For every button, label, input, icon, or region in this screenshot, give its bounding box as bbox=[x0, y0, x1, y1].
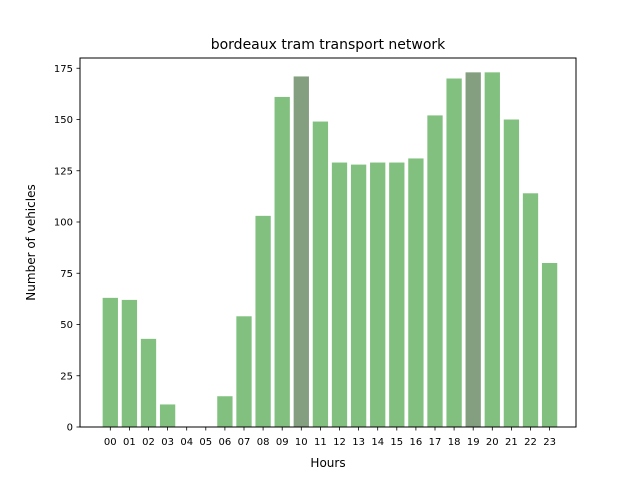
y-tick-label: 100 bbox=[54, 218, 73, 229]
bar-hour-20 bbox=[484, 72, 500, 427]
bar-hour-11 bbox=[312, 121, 329, 428]
bar-hour-14 bbox=[370, 162, 386, 428]
plot-frame bbox=[79, 57, 577, 428]
bar-hour-23 bbox=[541, 263, 558, 427]
y-tick-label: 0 bbox=[67, 423, 73, 434]
y-tick-label: 125 bbox=[54, 166, 73, 177]
x-tick-label: 23 bbox=[543, 437, 556, 448]
bar-hour-08 bbox=[255, 215, 271, 427]
x-tick-label: 13 bbox=[352, 437, 365, 448]
x-tick-label: 17 bbox=[429, 437, 442, 448]
x-tick-label: 08 bbox=[257, 437, 270, 448]
bar-hour-03 bbox=[159, 404, 176, 427]
x-tick-label: 07 bbox=[238, 437, 251, 448]
bar-hour-21 bbox=[503, 119, 520, 427]
x-tick-label: 20 bbox=[486, 437, 499, 448]
y-tick-label: 75 bbox=[60, 269, 73, 280]
x-axis: 00 01 02 03 04 05 06 07 08 09 10 11 12 13 14 15 16 17 18 19… bbox=[104, 427, 556, 448]
bar-hour-00 bbox=[102, 297, 118, 427]
x-tick-label: 22 bbox=[524, 437, 537, 448]
x-axis-label: Hours bbox=[310, 456, 345, 470]
x-tick-label: 11 bbox=[314, 437, 327, 448]
bar-hour-01 bbox=[121, 299, 138, 427]
x-tick-label: 01 bbox=[123, 437, 136, 448]
x-tick-label: 19 bbox=[467, 437, 480, 448]
x-tick-label: 04 bbox=[180, 437, 193, 448]
x-tick-label: 14 bbox=[371, 437, 384, 448]
y-tick-label: 150 bbox=[54, 115, 73, 126]
x-tick-label: 18 bbox=[448, 437, 461, 448]
y-tick-label: 50 bbox=[60, 320, 73, 331]
x-tick-label: 15 bbox=[390, 437, 403, 448]
chart-title: bordeaux tram transport network bbox=[211, 37, 446, 53]
y-tick-label: 175 bbox=[54, 64, 73, 75]
bar-hour-06 bbox=[217, 396, 233, 427]
bar-hour-09 bbox=[274, 96, 290, 427]
x-tick-label: 12 bbox=[333, 437, 346, 448]
bar-hour-13 bbox=[350, 164, 367, 427]
x-tick-label: 06 bbox=[219, 437, 232, 448]
x-tick-label: 05 bbox=[199, 437, 212, 448]
bar-hour-15 bbox=[389, 162, 405, 428]
bar-hour-02 bbox=[140, 338, 157, 427]
x-tick-label: 00 bbox=[104, 437, 117, 448]
bar-hour-16 bbox=[408, 158, 424, 427]
y-axis-label: Number of vehicles bbox=[24, 184, 38, 300]
bar-hour-12 bbox=[331, 162, 348, 428]
x-tick-label: 02 bbox=[142, 437, 155, 448]
bar-hour-10 bbox=[293, 76, 309, 427]
x-tick-label: 16 bbox=[410, 437, 423, 448]
bars-group bbox=[102, 72, 558, 428]
y-axis: 0 25 50 75 100 125 150 175 bbox=[54, 64, 80, 434]
bar-hour-19 bbox=[465, 72, 481, 427]
y-tick-label: 25 bbox=[60, 371, 73, 382]
x-tick-label: 03 bbox=[161, 437, 174, 448]
x-tick-label: 09 bbox=[276, 437, 289, 448]
x-tick-label: 10 bbox=[295, 437, 308, 448]
x-tick-label: 21 bbox=[505, 437, 518, 448]
bar-hour-07 bbox=[236, 316, 252, 427]
bar-hour-17 bbox=[427, 115, 443, 428]
bar-hour-22 bbox=[522, 193, 539, 427]
bar-hour-18 bbox=[446, 78, 462, 427]
